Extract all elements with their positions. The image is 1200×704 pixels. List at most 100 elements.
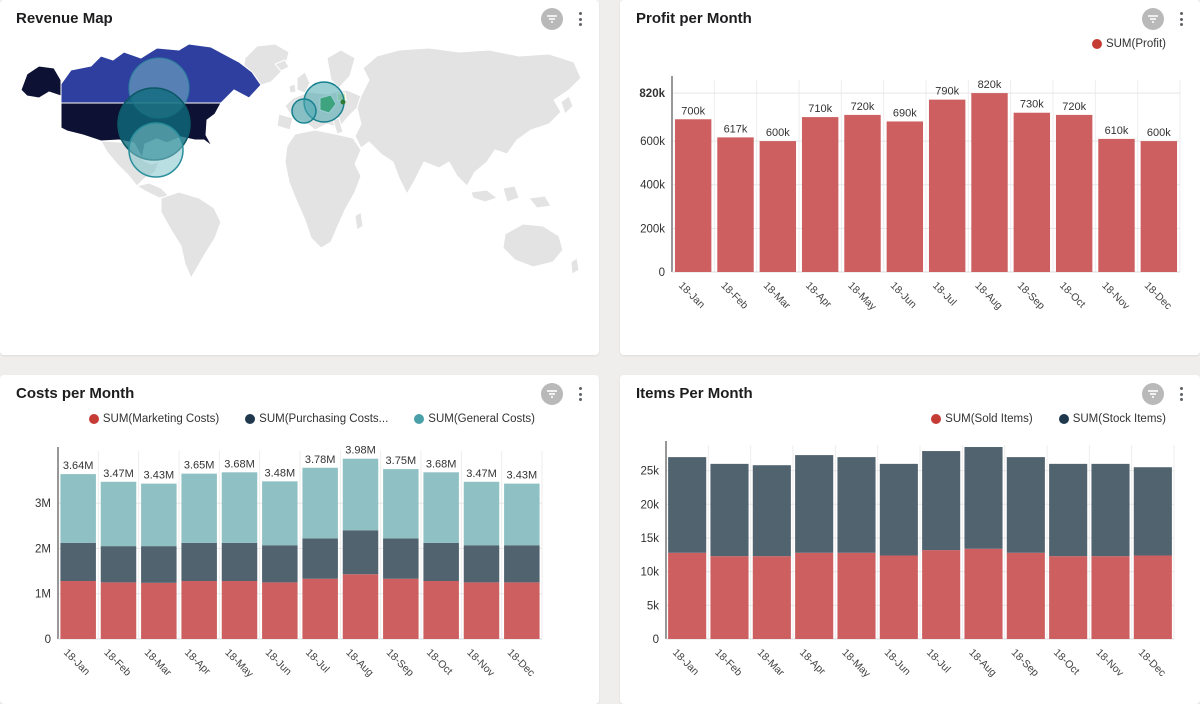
svg-text:18-May: 18-May [839, 647, 873, 681]
filter-icon[interactable] [1142, 8, 1164, 30]
legend-item[interactable]: SUM(Purchasing Costs... [245, 413, 388, 425]
map-ireland [288, 83, 297, 94]
bubble-france [291, 98, 317, 124]
panel-title: Costs per Month [16, 385, 135, 402]
map-borneo [502, 185, 520, 203]
svg-text:18-May: 18-May [845, 280, 879, 314]
svg-text:3.43M: 3.43M [144, 470, 175, 482]
filter-icon[interactable] [541, 383, 563, 405]
svg-text:700k: 700k [681, 105, 705, 117]
kebab-menu-icon[interactable] [1174, 383, 1188, 405]
svg-text:18-Jun: 18-Jun [888, 280, 919, 311]
kebab-menu-icon[interactable] [1174, 8, 1188, 30]
svg-text:18-Oct: 18-Oct [424, 647, 455, 678]
chart-legend: SUM(Marketing Costs) SUM(Purchasing Costs… [0, 409, 599, 429]
legend-item[interactable]: SUM(General Costs) [414, 413, 535, 425]
svg-text:3.78M: 3.78M [305, 454, 336, 466]
svg-text:18-Mar: 18-Mar [761, 280, 793, 312]
svg-text:15k: 15k [640, 533, 659, 545]
svg-text:18-Jun: 18-Jun [882, 647, 913, 678]
svg-text:720k: 720k [851, 101, 875, 113]
map-italy [332, 117, 344, 135]
map-iceland [274, 59, 290, 72]
svg-text:820k: 820k [978, 79, 1002, 91]
svg-text:5k: 5k [647, 600, 659, 612]
svg-text:18-Sep: 18-Sep [1009, 647, 1042, 680]
panel-revenue-map: Revenue Map [0, 0, 599, 355]
legend-item[interactable]: SUM(Profit) [1091, 38, 1166, 50]
svg-text:18-Jun: 18-Jun [263, 647, 294, 678]
svg-text:600k: 600k [640, 136, 665, 148]
svg-text:18-Oct: 18-Oct [1057, 280, 1088, 311]
legend-item[interactable]: SUM(Marketing Costs) [88, 413, 219, 425]
bubble-dot-east [340, 99, 346, 105]
svg-text:25k: 25k [640, 466, 659, 478]
svg-text:18-May: 18-May [222, 647, 256, 681]
map-africa [284, 129, 362, 249]
panel-profit-per-month: Profit per Month SUM(Profit) 0 200k 400k 60… [620, 0, 1200, 355]
svg-text:0: 0 [45, 634, 51, 646]
legend-dot [1091, 39, 1102, 49]
svg-text:18-Dec: 18-Dec [1136, 647, 1168, 679]
map-australia [502, 223, 564, 268]
world-map[interactable] [9, 40, 591, 282]
svg-text:790k: 790k [935, 86, 959, 98]
svg-text:18-Apr: 18-Apr [797, 647, 828, 678]
kebab-menu-icon[interactable] [573, 8, 587, 30]
svg-text:3.47M: 3.47M [466, 468, 497, 480]
filter-icon[interactable] [541, 8, 563, 30]
legend-label: SUM(Stock Items) [1072, 413, 1166, 425]
svg-text:18-Mar: 18-Mar [142, 647, 174, 679]
svg-text:18-Nov: 18-Nov [464, 647, 497, 680]
svg-text:18-Dec: 18-Dec [1142, 280, 1174, 312]
legend-dot [1058, 414, 1069, 424]
svg-text:18-Feb: 18-Feb [101, 647, 133, 679]
svg-text:0: 0 [659, 267, 665, 279]
bubble-south-usa [128, 122, 184, 178]
svg-text:1M: 1M [35, 589, 51, 601]
profit-bar-chart[interactable]: 0 200k 400k 600k 820k 700k 18-Jan 617k 18-Feb 600… [624, 54, 1198, 330]
svg-text:18-Aug: 18-Aug [972, 280, 1005, 313]
legend-item[interactable]: SUM(Stock Items) [1058, 413, 1166, 425]
svg-text:3.64M: 3.64M [63, 460, 94, 472]
legend-item[interactable]: SUM(Sold Items) [931, 413, 1033, 425]
legend-label: SUM(General Costs) [428, 413, 535, 425]
panel-header: Items Per Month [620, 375, 1200, 409]
filter-icon[interactable] [1142, 383, 1164, 405]
svg-text:20k: 20k [640, 499, 659, 511]
map-bubbles[interactable] [117, 57, 346, 178]
legend-dot [931, 414, 942, 424]
svg-text:720k: 720k [1062, 101, 1086, 113]
svg-text:18-Aug: 18-Aug [966, 647, 999, 680]
panel-title: Profit per Month [636, 10, 752, 27]
svg-text:3.47M: 3.47M [103, 468, 134, 480]
map-alaska[interactable] [20, 65, 62, 99]
kebab-menu-icon[interactable] [573, 383, 587, 405]
items-stacked-bar-chart[interactable]: 0 5k 10k 15k 20k 25k 18-Jan 18-Feb 18-Mar 18-Apr 1… [622, 429, 1198, 697]
svg-text:3.68M: 3.68M [426, 458, 457, 470]
svg-text:0: 0 [653, 634, 659, 646]
map-japan [560, 95, 574, 115]
chart-legend: SUM(Sold Items) SUM(Stock Items) [620, 409, 1200, 429]
map-uk [296, 71, 311, 94]
svg-text:18-Jan: 18-Jan [670, 647, 701, 678]
svg-text:3.98M: 3.98M [345, 445, 376, 457]
panel-header: Profit per Month [620, 0, 1200, 34]
svg-text:730k: 730k [1020, 99, 1044, 111]
svg-text:3M: 3M [35, 498, 51, 510]
svg-text:610k: 610k [1105, 125, 1129, 137]
svg-text:18-Oct: 18-Oct [1051, 647, 1082, 678]
svg-text:600k: 600k [766, 127, 790, 139]
legend-label: SUM(Sold Items) [945, 413, 1033, 425]
map-south-america [160, 191, 222, 279]
map-new-guinea [528, 195, 552, 209]
svg-text:18-Feb: 18-Feb [718, 280, 750, 312]
svg-text:18-Nov: 18-Nov [1099, 280, 1132, 313]
legend-dot [245, 414, 256, 424]
map-new-zealand [570, 257, 580, 275]
svg-text:3.68M: 3.68M [224, 458, 255, 470]
legend-label: SUM(Profit) [1105, 38, 1166, 50]
costs-stacked-bar-chart[interactable]: 0 1M 2M 3M 3.64M 18-Jan 3.47M 18-Feb 3.43M 18-Mar… [6, 429, 596, 697]
map-asia [354, 47, 582, 195]
